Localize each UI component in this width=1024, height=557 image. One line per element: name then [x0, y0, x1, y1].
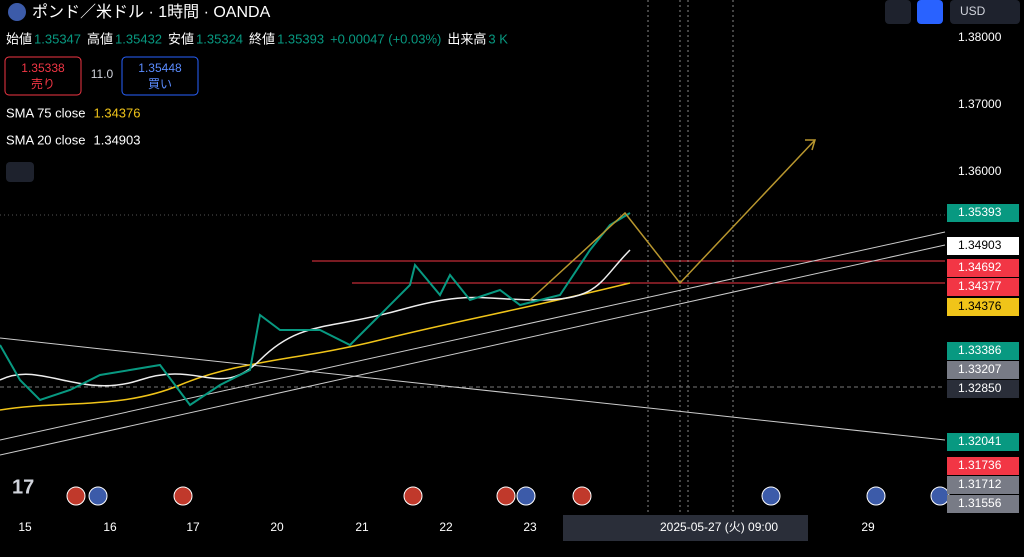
- chart-lines: [0, 0, 946, 515]
- time-label: 20: [270, 520, 284, 534]
- ohlc-value: 1.35324: [196, 31, 243, 46]
- price-badge: [947, 259, 1019, 277]
- indicator-name: SMA 20 close: [6, 132, 86, 147]
- price-badge-text: 1.32850: [958, 381, 1002, 395]
- price-badge: [947, 457, 1019, 475]
- time-axis: [0, 515, 1024, 552]
- price-badge-text: 1.34692: [958, 260, 1002, 274]
- change: +0.00047 (+0.03%): [330, 31, 441, 46]
- price-badge-text: 1.34376: [958, 299, 1002, 313]
- price-badge: [947, 237, 1019, 255]
- indicator-value: 1.34903: [94, 132, 141, 147]
- time-label: 17: [186, 520, 200, 534]
- event-flags: [66, 486, 950, 506]
- price-badge: [947, 204, 1019, 222]
- time-label: 29: [861, 520, 875, 534]
- sync-button[interactable]: [917, 0, 943, 24]
- sell-button[interactable]: [4, 56, 82, 96]
- ohlc-label: 始値: [6, 31, 32, 46]
- price-label: 1.36000: [958, 164, 1002, 178]
- price-label: 1.37000: [958, 97, 1002, 111]
- price-badge-text: 1.31712: [958, 477, 1002, 491]
- time-label: 22: [439, 520, 453, 534]
- time-label: 23: [523, 520, 537, 534]
- price-badge-text: 1.32041: [958, 434, 1002, 448]
- currency[interactable]: USD: [960, 4, 986, 18]
- buy-label[interactable]: 買い: [148, 77, 172, 91]
- price-badge-text: 1.34903: [958, 238, 1002, 252]
- price-badge: [947, 495, 1019, 513]
- price-badge: [947, 433, 1019, 451]
- ohlc-label: 高値: [87, 31, 113, 46]
- buy-price[interactable]: 1.35448: [138, 61, 182, 75]
- crosshair-time: 2025-05-27 (火) 09:00: [660, 520, 778, 534]
- indicator-name: SMA 75 close: [6, 105, 86, 120]
- sell-label[interactable]: 売り: [31, 76, 55, 91]
- price-badge: [947, 476, 1019, 494]
- collapse-button[interactable]: [6, 162, 34, 182]
- ohlc-label: 終値: [249, 31, 275, 46]
- ohlc-label: 安値: [168, 31, 194, 46]
- price-badge-text: 1.33207: [958, 362, 1002, 376]
- spread: 11.0: [91, 67, 114, 81]
- volume-label: 出来高: [447, 31, 486, 46]
- price-badge: [947, 361, 1019, 379]
- price-badge-text: 1.35393: [958, 205, 1002, 219]
- logo: 17: [12, 476, 34, 498]
- buy-button[interactable]: [121, 56, 199, 96]
- indicator-value: 1.34376: [94, 105, 141, 120]
- volume-value: 3 K: [488, 31, 508, 46]
- currency-button[interactable]: [950, 0, 1020, 24]
- price-badge: [947, 342, 1019, 360]
- price-badge: [947, 278, 1019, 296]
- download-button[interactable]: [885, 0, 911, 24]
- ohlc-value: 1.35393: [277, 31, 324, 46]
- price-badge-text: 1.34377: [958, 279, 1002, 293]
- price-badge: [947, 380, 1019, 398]
- price-label: 1.38000: [958, 30, 1002, 44]
- time-label: 16: [103, 520, 117, 534]
- price-badge: [947, 298, 1019, 316]
- price-badge-text: 1.33386: [958, 343, 1002, 357]
- price-badge-text: 1.31556: [958, 496, 1002, 510]
- time-label: 21: [355, 520, 369, 534]
- crosshair-box: [563, 515, 808, 541]
- ohlc-value: 1.35347: [34, 31, 81, 46]
- price-badge-text: 1.31736: [958, 458, 1002, 472]
- ohlc-value: 1.35432: [115, 31, 162, 46]
- symbol-icon: [8, 3, 26, 21]
- title: ポンド／米ドル · 1時間 · OANDA: [32, 3, 271, 21]
- sell-price[interactable]: 1.35338: [21, 61, 65, 75]
- time-label: 15: [18, 520, 32, 534]
